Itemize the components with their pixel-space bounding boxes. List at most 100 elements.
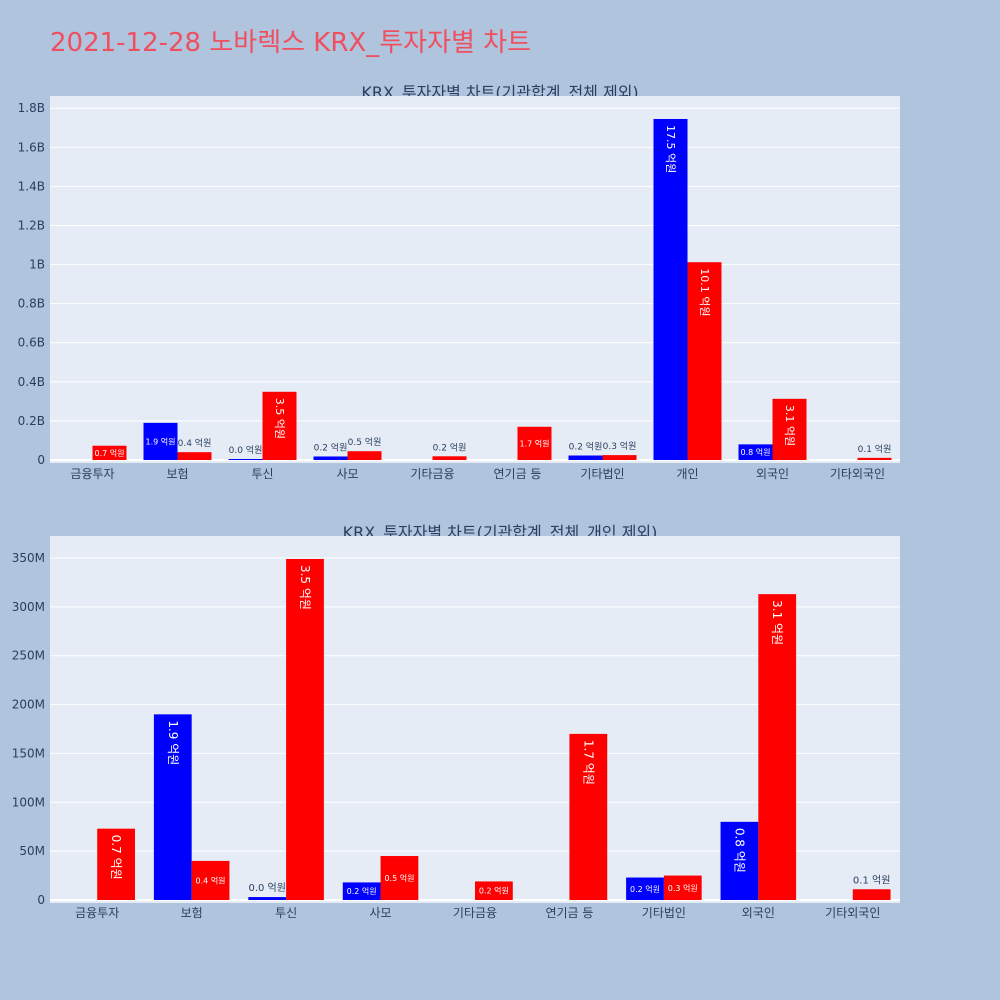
x-tick-label: 기타법인 <box>580 467 624 481</box>
y-tick-label: 200M <box>12 698 45 712</box>
bar <box>653 118 688 460</box>
y-tick-label: 150M <box>12 746 45 760</box>
y-tick-label: 0.2B <box>18 414 45 428</box>
x-tick-label: 연기금 등 <box>494 467 542 481</box>
bar <box>143 422 178 460</box>
x-tick-label: 기타법인 <box>642 906 686 920</box>
x-tick-label: 기타금융 <box>410 467 454 481</box>
bar <box>852 889 891 900</box>
data-label: 3.5 억원 <box>273 398 286 439</box>
data-label: 0.2 억원 <box>479 886 509 896</box>
x-tick-label: 개인 <box>676 467 698 481</box>
y-tick-label: 1.4B <box>18 179 45 193</box>
data-label: 17.5 억원 <box>664 125 677 173</box>
bar <box>569 733 608 900</box>
x-tick-label: 사모 <box>370 906 392 920</box>
bar <box>380 856 419 900</box>
x-tick-label: 연기금 등 <box>545 906 593 920</box>
bar <box>475 881 513 900</box>
bar <box>626 877 664 900</box>
x-tick-label: 기타외국인 <box>830 467 885 481</box>
bar <box>313 456 348 460</box>
y-tick-label: 350M <box>12 551 45 565</box>
y-tick-label: 300M <box>12 600 45 614</box>
x-tick-label: 투신 <box>251 467 273 481</box>
data-label: 0.3 억원 <box>603 440 637 452</box>
y-tick-label: 1B <box>29 258 45 272</box>
data-label: 0.2 억원 <box>314 441 348 453</box>
data-label: 0.0 억원 <box>229 444 263 456</box>
data-label: 0.5 억원 <box>384 873 414 883</box>
bar <box>738 444 773 460</box>
x-tick-label: 외국인 <box>742 906 775 920</box>
bar <box>758 594 797 900</box>
data-label: 0.8 억원 <box>741 447 771 457</box>
bar <box>347 451 382 460</box>
bar <box>720 821 759 900</box>
bar <box>568 455 603 460</box>
data-label: 1.7 억원 <box>581 740 595 785</box>
bar <box>177 452 212 460</box>
bar <box>432 456 467 460</box>
data-label: 0.7 억원 <box>95 448 125 458</box>
x-tick-label: 외국인 <box>756 467 789 481</box>
bar <box>517 426 552 460</box>
data-label: 0.2 억원 <box>347 886 377 896</box>
bar <box>97 828 135 900</box>
x-tick-label: 투신 <box>275 906 297 920</box>
x-tick-label: 보험 <box>181 906 203 920</box>
data-label: 0.2 억원 <box>433 441 467 453</box>
data-label: 0.1 억원 <box>853 874 890 886</box>
bar <box>153 714 192 900</box>
y-tick-label: 1.8B <box>18 101 45 115</box>
y-tick-label: 250M <box>12 649 45 663</box>
bar <box>228 459 263 460</box>
bar <box>687 262 722 460</box>
x-tick-label: 보험 <box>166 467 188 481</box>
bar <box>286 558 324 900</box>
y-tick-label: 0 <box>37 453 45 467</box>
data-label: 3.1 억원 <box>770 600 784 645</box>
data-label: 3.1 억원 <box>783 405 796 446</box>
data-label: 0.8 억원 <box>732 828 746 873</box>
data-label: 0.3 억원 <box>668 883 698 893</box>
data-label: 0.7 억원 <box>109 835 123 880</box>
bar <box>663 875 702 900</box>
x-tick-label: 기타금융 <box>453 906 497 920</box>
data-label: 3.5 억원 <box>298 565 312 610</box>
data-label: 0.4 억원 <box>196 875 226 885</box>
data-label: 1.9 억원 <box>146 436 176 446</box>
data-label: 0.4 억원 <box>178 437 212 449</box>
bar <box>92 445 127 460</box>
y-tick-label: 100M <box>12 795 45 809</box>
data-label: 10.1 억원 <box>698 268 711 316</box>
y-tick-label: 50M <box>19 844 45 858</box>
data-label: 0.0 억원 <box>248 882 285 894</box>
data-label: 1.7 억원 <box>520 438 550 448</box>
data-label: 0.2 억원 <box>630 884 660 894</box>
y-tick-label: 0.4B <box>18 375 45 389</box>
y-tick-label: 0 <box>37 893 45 907</box>
data-label: 0.5 억원 <box>348 436 382 448</box>
data-label: 0.1 억원 <box>858 443 892 455</box>
bar <box>602 455 637 460</box>
y-tick-label: 0.8B <box>18 297 45 311</box>
bar <box>248 897 287 900</box>
page-title: 2021-12-28 노바렉스 KRX_투자자별 차트 <box>50 28 532 58</box>
x-tick-label: 금융투자 <box>70 467 114 481</box>
y-tick-label: 1.2B <box>18 218 45 232</box>
data-label: 0.2 억원 <box>569 441 603 453</box>
x-tick-label: 금융투자 <box>75 906 119 920</box>
bar <box>191 860 230 900</box>
y-tick-label: 0.6B <box>18 336 45 350</box>
x-tick-label: 기타외국인 <box>825 906 880 920</box>
bar <box>342 882 381 900</box>
bar <box>772 398 807 460</box>
x-tick-label: 사모 <box>336 467 358 481</box>
data-label: 1.9 억원 <box>166 720 180 765</box>
bar <box>262 391 297 460</box>
y-tick-label: 1.6B <box>18 140 45 154</box>
plot-area <box>50 96 900 463</box>
